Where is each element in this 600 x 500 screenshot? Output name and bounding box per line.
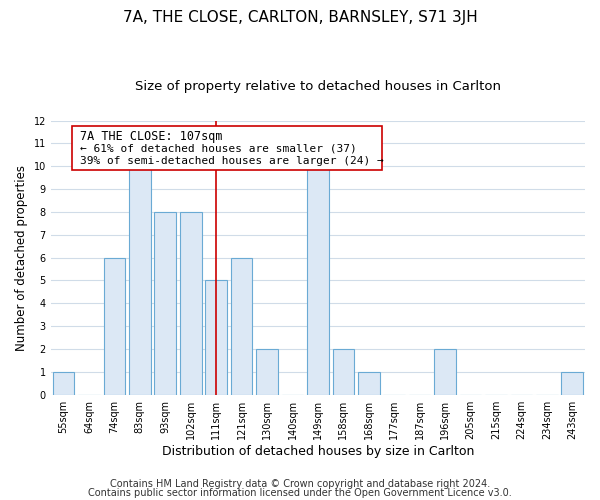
Bar xyxy=(358,372,380,394)
Text: Contains public sector information licensed under the Open Government Licence v3: Contains public sector information licen… xyxy=(88,488,512,498)
Text: 7A THE CLOSE: 107sqm: 7A THE CLOSE: 107sqm xyxy=(80,130,223,143)
Bar xyxy=(180,212,202,394)
FancyBboxPatch shape xyxy=(72,126,382,170)
Bar xyxy=(154,212,176,394)
Text: ← 61% of detached houses are smaller (37): ← 61% of detached houses are smaller (37… xyxy=(80,144,357,154)
Bar xyxy=(332,349,354,395)
Y-axis label: Number of detached properties: Number of detached properties xyxy=(15,164,28,350)
Bar xyxy=(307,166,329,394)
Bar xyxy=(256,349,278,395)
Text: 7A, THE CLOSE, CARLTON, BARNSLEY, S71 3JH: 7A, THE CLOSE, CARLTON, BARNSLEY, S71 3J… xyxy=(122,10,478,25)
Text: Contains HM Land Registry data © Crown copyright and database right 2024.: Contains HM Land Registry data © Crown c… xyxy=(110,479,490,489)
Bar xyxy=(205,280,227,394)
Bar xyxy=(53,372,74,394)
Bar xyxy=(231,258,253,394)
Title: Size of property relative to detached houses in Carlton: Size of property relative to detached ho… xyxy=(135,80,501,93)
Bar xyxy=(104,258,125,394)
Bar xyxy=(129,166,151,394)
Bar xyxy=(434,349,456,395)
Text: 39% of semi-detached houses are larger (24) →: 39% of semi-detached houses are larger (… xyxy=(80,156,384,166)
Bar xyxy=(562,372,583,394)
X-axis label: Distribution of detached houses by size in Carlton: Distribution of detached houses by size … xyxy=(162,444,474,458)
